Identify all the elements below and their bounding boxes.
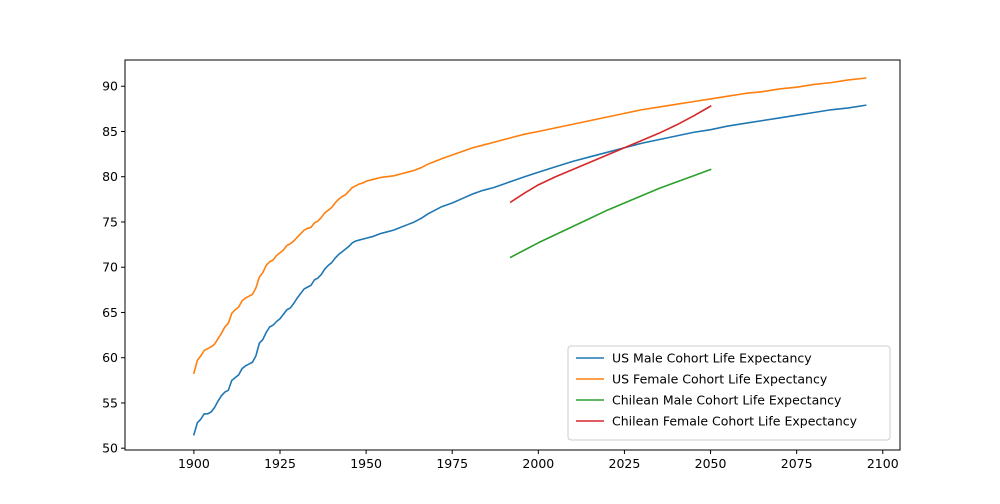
x-tick-label: 1900 — [178, 456, 210, 471]
y-tick-label: 90 — [102, 79, 118, 94]
x-tick-label: 2050 — [695, 456, 727, 471]
series-line-1 — [192, 104, 867, 436]
x-tick-label: 1975 — [436, 456, 468, 471]
x-tick-label: 1950 — [350, 456, 382, 471]
plot-frame — [124, 59, 901, 451]
legend-label: US Female Cohort Life Expectancy — [612, 372, 828, 387]
x-tick-label: 2025 — [609, 456, 641, 471]
y-tick-label: 50 — [102, 441, 118, 456]
legend-label: Chilean Male Cohort Life Expectancy — [612, 393, 842, 408]
legend-label: US Male Cohort Life Expectancy — [612, 351, 812, 366]
y-tick-label: 70 — [102, 260, 118, 275]
y-tick-label: 55 — [102, 395, 118, 410]
y-tick-label: 85 — [102, 124, 118, 139]
x-tick-label: 1925 — [264, 456, 296, 471]
y-tick-label: 80 — [102, 169, 118, 184]
legend-box — [567, 345, 891, 441]
x-tick-label: 2000 — [522, 456, 554, 471]
y-axis: 50 55 60 65 70 75 80 85 90 — [102, 79, 125, 456]
series-line-4 — [509, 105, 712, 204]
series-line-3 — [509, 168, 712, 259]
y-tick-label: 60 — [102, 350, 118, 365]
series-line-2 — [192, 77, 867, 375]
y-tick-label: 75 — [102, 214, 118, 229]
x-axis: 1900 1925 1950 1975 2000 2025 2050 2075 2100 — [178, 450, 899, 471]
legend-label: Chilean Female Cohort Life Expectancy — [612, 414, 858, 429]
y-tick-label: 65 — [102, 305, 118, 320]
legend: US Male Cohort Life Expectancy US Female … — [567, 345, 891, 441]
series-layer — [192, 77, 867, 436]
x-tick-label: 2075 — [781, 456, 813, 471]
x-tick-label: 2100 — [867, 456, 899, 471]
